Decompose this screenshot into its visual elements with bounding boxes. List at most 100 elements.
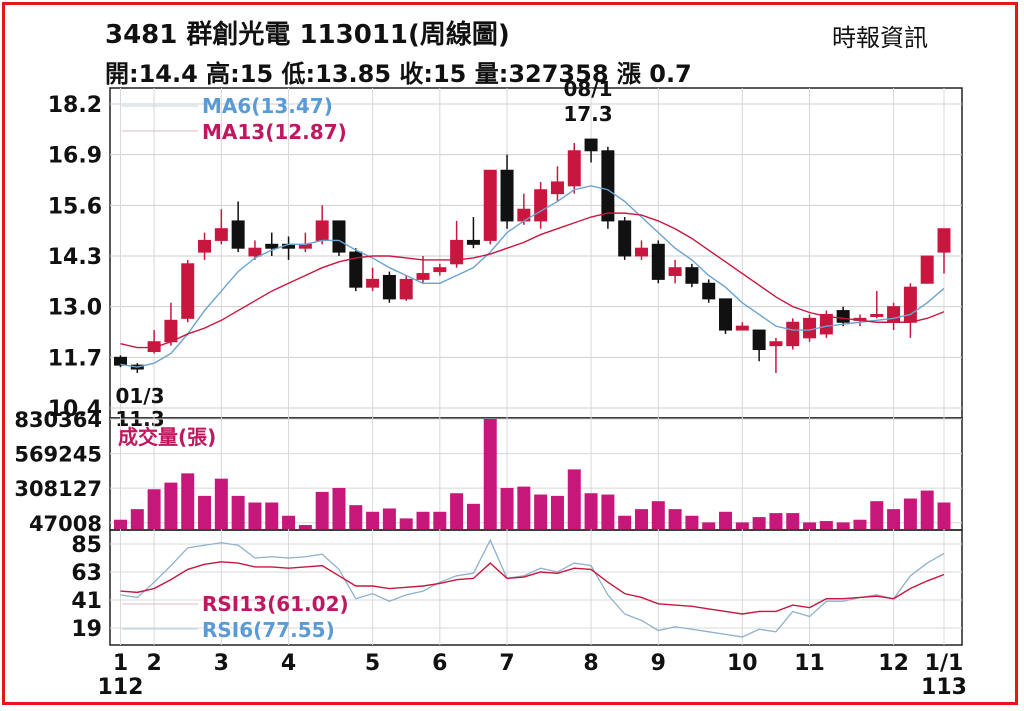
x-tick-label: 5 [365,651,380,676]
rsi-y-ticks: 85 63 41 19 [71,533,102,642]
x-tick-label: 9 [651,651,666,676]
candle-body [752,329,766,351]
volume-bar [920,490,934,529]
volume-bar [315,491,329,529]
candle-body [534,189,548,222]
x-tick-label: 6 [432,651,447,676]
volume-bar [130,509,144,529]
volume-bar [668,509,682,529]
volume-bar [786,513,800,529]
candle-body [550,181,564,195]
candle-body [651,243,665,280]
moving-averages [120,185,945,368]
candle-body [450,239,464,265]
volume-bar [719,511,733,529]
rsi-tick-label: 85 [71,533,102,558]
candle-body [382,274,396,300]
volume-bar [231,495,245,529]
volume-bar [601,494,615,529]
x-tick-label: 7 [499,651,514,676]
volume-bar [836,522,850,529]
volume-bar [433,511,447,529]
rsi-tick-label: 41 [71,589,102,614]
volume-tick-label: 308127 [14,477,102,501]
chart-title: 3481 群創光電 113011(周線圖) [105,20,510,50]
volume-bar [870,501,884,529]
candle-body [786,321,800,347]
volume-bar [366,511,380,529]
low-date-label: 01/3 [115,384,164,408]
volume-bar [634,509,648,529]
volume-bar [332,487,346,529]
candle-body [937,228,951,253]
volume-y-ticks: 830364 569245 308127 47008 [14,408,102,536]
candle-body [416,273,430,280]
candle-body [231,220,245,249]
x-tick-label: 4 [281,651,296,676]
ma13-line [120,212,945,349]
candle-body [887,306,901,323]
rsi13-line [120,561,945,615]
price-tick-label: 16.9 [48,144,102,169]
volume-bar [651,501,665,529]
peak-date-label: 08/1 [563,77,612,101]
candle-body [735,325,749,331]
candle-body [567,150,581,187]
quote-line: 開:14.4 高:15 低:13.85 收:15 量:327358 漲 0.7 [105,60,692,88]
candle-body [399,278,413,300]
volume-bar [618,515,632,529]
volume-bar [550,495,564,529]
ma13-legend-label: MA13(12.87) [202,120,347,144]
x-tick-label: 11 [794,651,825,676]
rsi-grid [110,530,962,645]
candle-body [769,341,783,347]
volume-tick-label: 569245 [14,443,102,467]
volume-bar [903,498,917,529]
candle-body [433,267,447,273]
candle-body [349,251,363,288]
x-tick-label: 10 [727,651,758,676]
candle-body [702,282,716,300]
volume-bar [349,505,363,529]
volume-bar [819,521,833,529]
candle-body [500,169,514,222]
volume-bar [198,495,212,529]
candle-body [114,356,127,366]
volume-bar [382,508,396,529]
volume-bar [702,522,716,529]
volume-bar [584,493,598,529]
candle-body [836,310,850,323]
volume-bar [853,519,867,529]
candle-body [634,247,648,257]
volume-bar [803,522,817,529]
volume-bar [416,511,430,529]
candle-body [198,239,212,253]
volume-bar [248,502,262,529]
volume-title: 成交量(張) [118,425,216,449]
x-tick-label: 2 [146,651,161,676]
candle-body [803,317,817,339]
ma6-legend-label: MA6(13.47) [202,94,333,118]
volume-bar [298,525,312,529]
volume-bar [685,515,699,529]
volume-bar [399,518,413,529]
candle-body [315,220,329,241]
volume-bar [735,522,749,529]
rsi13-legend-label: RSI13(61.02) [202,592,349,616]
price-tick-label: 14.3 [48,245,102,270]
candle-body [920,255,934,284]
rsi6-legend-label: RSI6(77.55) [202,618,335,642]
rsi-legend: RSI13(61.02)RSI6(77.55) [122,592,349,642]
volume-bar [752,517,766,529]
candle-body [147,341,161,352]
volume-bar [450,493,464,529]
candle-body [164,319,178,343]
volume-bar [282,515,296,529]
candle-body [181,263,195,319]
volume-bar [265,502,279,529]
peak-price-label: 17.3 [563,102,612,126]
volume-bars [114,419,951,529]
candle-body [618,220,632,257]
price-tick-label: 18.2 [48,93,102,118]
